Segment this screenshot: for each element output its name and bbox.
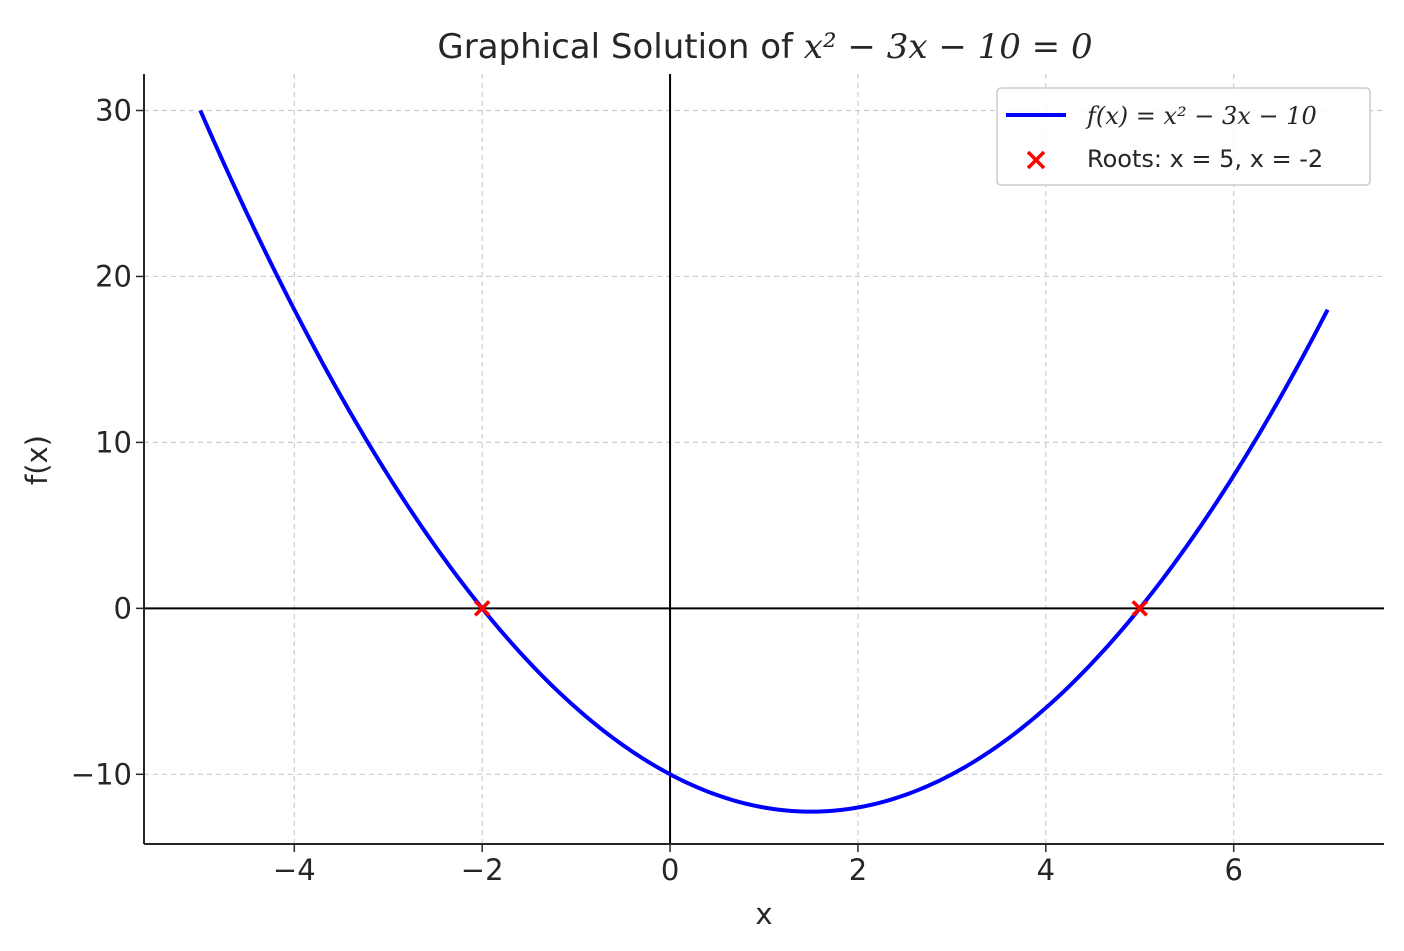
root-marker-stroke (473, 600, 491, 617)
plot-series (198, 109, 1330, 814)
legend-box (996, 87, 1371, 186)
chart-title-prefix: Graphical Solution of (437, 27, 803, 67)
x-tick-label: 0 (661, 853, 679, 887)
root-marker-stroke (1131, 600, 1148, 617)
legend: f(x) = x² − 3x − 10 Roots: x = 5, x = -2 (996, 87, 1371, 186)
chart-title-equation: x² − 3x − 10 = 0 (804, 27, 1093, 67)
legend-marker-swatch (1026, 150, 1046, 170)
root-marker (1131, 600, 1148, 617)
y-axis-label: f(x) (20, 435, 54, 485)
x-axis-label: x (755, 897, 772, 931)
grid-lines (144, 74, 1384, 844)
y-tick-label: 0 (114, 591, 132, 625)
axis-spines (143, 74, 1384, 845)
y-tick-label: −10 (71, 757, 132, 791)
zero-axis-lines (144, 74, 1384, 844)
root-marker (473, 600, 491, 617)
function-curve (198, 109, 1330, 814)
chart-title: Graphical Solution of x² − 3x − 10 = 0 (437, 27, 1092, 67)
y-tick-label: 10 (95, 425, 132, 459)
x-tick-label: −4 (273, 853, 316, 887)
legend-label-roots: Roots: x = 5, x = -2 (1087, 145, 1323, 173)
y-axis-ticks: −10 0 10 20 30 (71, 94, 144, 791)
x-tick-label: 2 (849, 853, 867, 887)
x-tick-label: 6 (1224, 853, 1242, 887)
x-tick-label: −2 (461, 853, 504, 887)
x-axis-ticks: −4 −2 0 2 4 6 (273, 844, 1243, 887)
y-tick-label: 20 (95, 259, 132, 293)
y-tick-label: 30 (95, 94, 132, 128)
x-tick-label: 4 (1037, 853, 1055, 887)
legend-label-function: f(x) = x² − 3x − 10 (1085, 102, 1317, 130)
